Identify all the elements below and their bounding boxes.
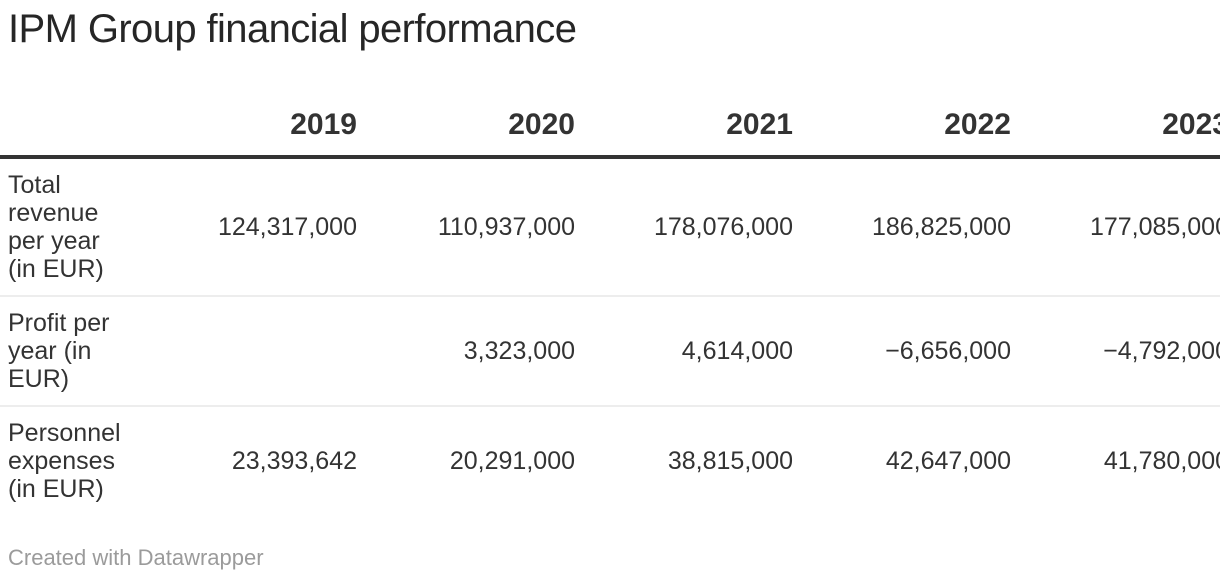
table-cell: −4,792,000	[1019, 295, 1220, 406]
table-row-profit: Profit per year (in EUR) 3,323,000 4,614…	[0, 295, 1220, 406]
attribution-link[interactable]: Created with Datawrapper	[8, 545, 264, 570]
table-cell: 178,076,000	[653, 213, 793, 241]
table-cell: −6,656,000	[801, 295, 1019, 406]
table-cell: 110,937,000	[437, 213, 575, 241]
table-cell: 186,825,000	[871, 213, 1011, 241]
corner-header	[0, 107, 147, 159]
column-header-2020: 2020	[365, 107, 583, 159]
row-label: Personnel expenses (in EUR)	[0, 405, 147, 515]
row-label: Profit per year (in EUR)	[0, 295, 147, 406]
table-row-total-revenue: Total revenue per year (in EUR) 124,317,…	[0, 157, 1220, 296]
table-cell: 177,085,000	[1089, 213, 1220, 241]
table-cell: 4,614,000	[583, 295, 801, 406]
table-cell: 38,815,000	[583, 405, 801, 515]
column-header-2019: 2019	[147, 107, 365, 159]
table-cell: 20,291,000	[365, 405, 583, 515]
data-table: 2019 2020 2021 2022 2023 Total revenue p…	[0, 107, 1220, 515]
table-row-personnel-expenses: Personnel expenses (in EUR) 23,393,642 2…	[0, 405, 1220, 515]
table-cell: 124,317,000	[217, 213, 357, 241]
column-header-2022: 2022	[801, 107, 1019, 159]
header-row: 2019 2020 2021 2022 2023	[0, 107, 1220, 159]
row-label: Total revenue per year (in EUR)	[8, 171, 104, 283]
chart-title: IPM Group financial performance	[8, 7, 577, 51]
table-cell: 3,323,000	[365, 295, 583, 406]
table-cell: 42,647,000	[801, 405, 1019, 515]
column-header-2023: 2023	[1019, 107, 1220, 159]
table-cell: 41,780,000	[1019, 405, 1220, 515]
column-header-2021: 2021	[583, 107, 801, 159]
table-cell: 23,393,642	[147, 405, 365, 515]
table-cell	[147, 295, 365, 406]
